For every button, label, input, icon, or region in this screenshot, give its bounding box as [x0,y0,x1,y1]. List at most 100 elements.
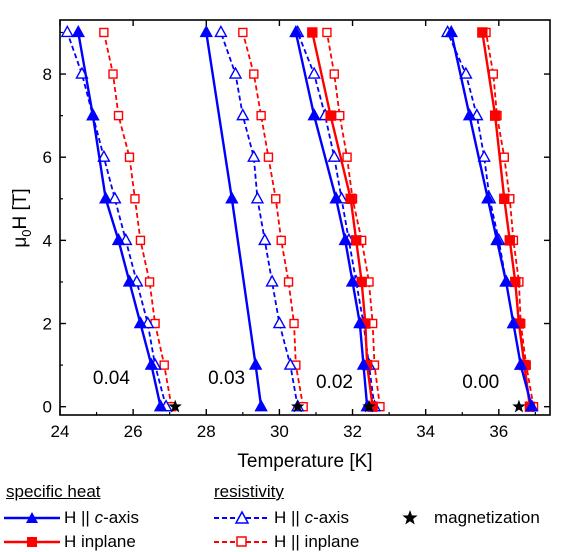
data-point-square [135,235,146,246]
series-line [220,32,299,407]
data-point-square [130,194,140,204]
data-point-triangle [477,149,491,162]
series-line [296,32,376,407]
data-point-triangle [144,357,159,370]
data-point-triangle [265,274,279,287]
data-point-triangle [153,399,168,412]
data-point-square [329,69,339,79]
series-line [66,32,167,407]
legend-line-blue-solid-icon [4,512,60,523]
legend-item-resistivity-c-axis: H || c-axis [210,508,349,528]
data-point-triangle [99,191,113,204]
data-point-triangle [60,25,74,38]
data-point-square [345,193,356,204]
data-point-square [499,193,510,204]
x-tick-label: 36 [489,422,508,441]
y-tick-label: 6 [43,148,52,167]
data-point-square [489,110,501,121]
group-label: 0.00 [462,372,499,393]
group-label: 0.03 [208,368,245,389]
series-line [481,32,532,407]
legend-label: magnetization [434,508,540,527]
data-point-triangle [289,25,303,38]
data-point-triangle [236,108,250,121]
data-point-triangle [444,25,458,38]
data-point-triangle [499,274,513,287]
svg-text:μ0H [T]: μ0H [T] [10,188,34,247]
chart-marks: 0.04 0.03 0.02 0.00 [60,25,539,413]
series-line [485,32,535,407]
x-tick-label: 30 [270,422,289,441]
series-line [311,32,374,407]
data-point-triangle [111,232,126,246]
legend: specific heat resistivity H || c-axis H … [0,478,567,552]
series-line [450,32,533,407]
data-point-square [108,69,118,79]
legend-item-specific-heat-inplane: H inplane [0,532,136,552]
data-point-triangle [514,357,528,370]
x-tick-label: 32 [343,422,362,441]
data-point-triangle [214,25,228,38]
y-tick-label: 2 [43,315,52,334]
data-point-triangle [199,25,213,38]
x-tick-label: 24 [51,422,70,441]
data-point-square [159,360,169,370]
data-point-square [350,235,362,246]
legend-item-specific-heat-c-axis: H || c-axis [0,508,139,528]
data-point-triangle [307,66,321,79]
legend-item-resistivity-inplane: H || inplane [210,532,359,552]
legend-item-magnetization: magnetization [396,508,540,528]
data-point-triangle [133,316,148,329]
legend-line-red-dashed-icon [214,536,270,547]
magnetization-point [362,399,376,413]
legend-heading-specific-heat: specific heat [6,482,101,501]
data-point-triangle [108,191,122,204]
data-point-square [499,152,509,162]
legend-heading-resistivity: resistivity [214,482,284,501]
series-line [103,32,173,407]
data-point-square [263,152,274,162]
data-point-square [325,110,336,121]
data-point-triangle [258,232,272,246]
data-point-square [144,277,155,287]
data-point-triangle [338,232,352,246]
data-point-square [124,152,135,162]
legend-line-red-solid-icon [4,537,60,547]
legend-label: H || inplane [274,532,360,551]
legend-label: H inplane [64,532,136,551]
data-point-triangle [122,274,137,287]
data-point-triangle [481,191,495,204]
x-tick-label: 26 [124,422,143,441]
data-point-triangle [525,399,539,412]
data-point-triangle [97,149,111,162]
data-point-square [322,27,332,38]
data-point-triangle [327,149,341,162]
y-tick-label: 4 [43,231,52,250]
data-point-triangle [225,191,239,204]
series-line [205,32,263,407]
star-icon [402,510,418,525]
magnetization-point [512,399,526,413]
data-point-triangle [86,108,100,121]
y-tick-label: 0 [43,398,52,417]
data-point-square [488,69,499,79]
data-point-triangle [356,357,371,370]
series-line [326,32,381,407]
data-point-triangle [462,108,477,121]
data-point-square [504,235,515,246]
data-point-square [335,110,345,121]
data-point-triangle [248,357,263,370]
magnetization-point [168,399,182,413]
data-point-square [256,110,266,121]
legend-line-blue-dashed-icon [214,510,270,524]
data-point-triangle [490,232,504,246]
x-tick-label: 34 [416,422,435,441]
data-point-triangle [283,357,298,370]
data-point-square [271,194,281,204]
magnetization-point [291,399,305,413]
data-point-triangle [272,316,287,329]
data-point-triangle [307,108,321,121]
data-point-triangle [506,316,521,329]
data-point-triangle [247,149,261,162]
